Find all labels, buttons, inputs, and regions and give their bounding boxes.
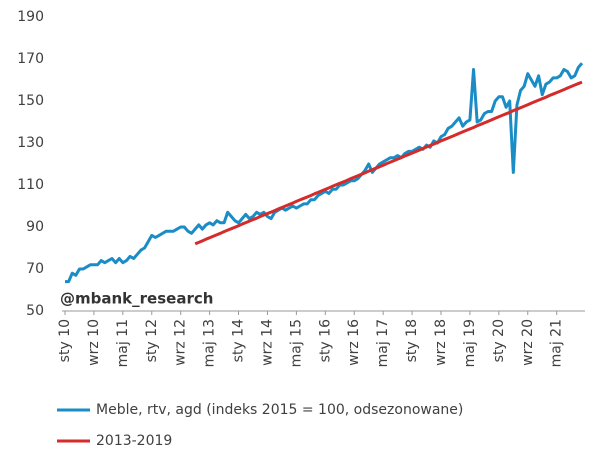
x-tick-label: sty 12 — [144, 319, 160, 362]
x-tick-label: maj 13 — [202, 319, 218, 367]
y-tick-label: 130 — [17, 135, 44, 151]
annotation: @mbank_research — [60, 290, 213, 308]
x-tick-label: sty 20 — [491, 319, 507, 362]
x-tick-label: wrz 20 — [520, 319, 536, 366]
x-tick-label: wrz 14 — [259, 319, 275, 366]
x-tick-label: sty 14 — [231, 319, 247, 362]
x-tick-label: sty 18 — [404, 319, 420, 362]
legend-label: 2013-2019 — [96, 433, 172, 449]
x-tick-label: wrz 12 — [173, 319, 189, 366]
x-tick-label: sty 16 — [317, 319, 333, 362]
y-tick-label: 50 — [26, 303, 44, 319]
legend-label: Meble, rtv, agd (indeks 2015 = 100, odse… — [96, 402, 463, 418]
x-tick-label: wrz 16 — [346, 319, 362, 366]
line-series — [194, 80, 583, 246]
y-tick-label: 110 — [17, 177, 44, 193]
y-tick-label: 190 — [17, 9, 44, 25]
y-tick-label: 170 — [17, 51, 44, 67]
x-tick-label: wrz 10 — [86, 319, 102, 366]
line-series — [65, 62, 584, 284]
x-tick-label: maj 11 — [115, 319, 131, 367]
x-tick-label: maj 19 — [462, 319, 478, 367]
y-tick-label: 90 — [26, 219, 44, 235]
x-tick-label: maj 21 — [549, 319, 565, 367]
y-tick-label: 70 — [26, 261, 44, 277]
y-tick-label: 150 — [17, 93, 44, 109]
x-tick-label: wrz 18 — [433, 319, 449, 366]
x-tick-label: sty 10 — [57, 319, 73, 362]
x-tick-label: maj 15 — [288, 319, 304, 367]
x-tick-label: maj 17 — [375, 319, 391, 367]
